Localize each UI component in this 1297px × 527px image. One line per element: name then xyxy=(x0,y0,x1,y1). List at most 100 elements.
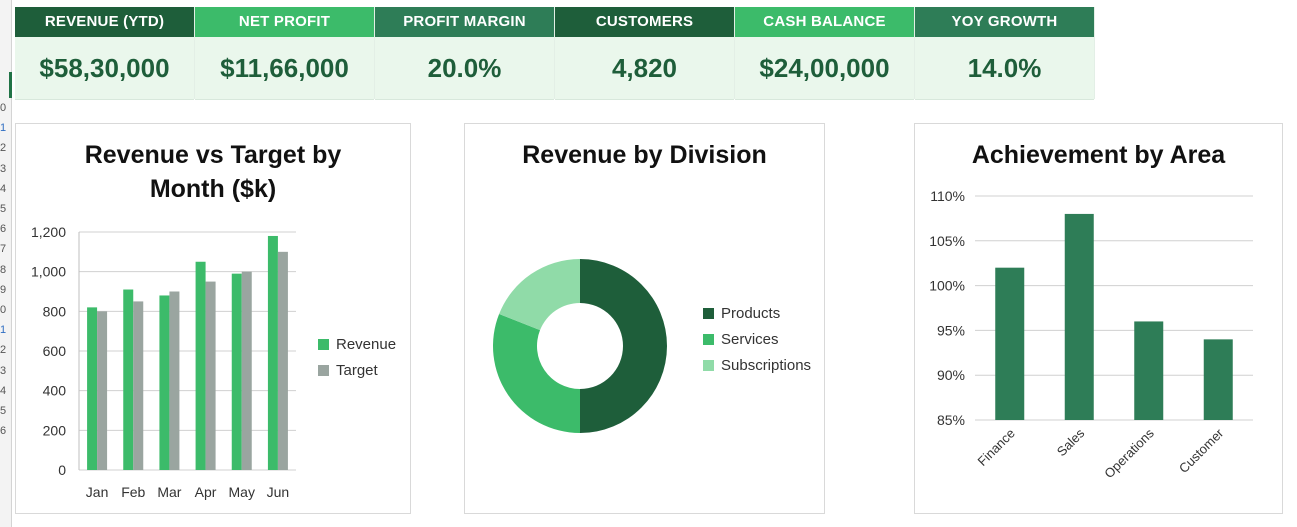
chart-title: Revenue by Division xyxy=(522,141,767,169)
kpi-value: $24,00,000 xyxy=(735,37,914,100)
legend-item-target: Target xyxy=(318,357,396,383)
row-number[interactable]: 4 xyxy=(0,384,7,397)
legend-item-subscriptions: Subscriptions xyxy=(703,352,811,378)
kpi-value: 4,820 xyxy=(555,37,734,100)
row-number[interactable]: 0 xyxy=(0,304,7,316)
x-tick-label: Mar xyxy=(157,484,181,500)
bar-target xyxy=(241,271,252,470)
y-tick-label: 85% xyxy=(937,412,965,428)
kpi-label: NET PROFIT xyxy=(195,7,374,37)
legend-swatch-target xyxy=(318,364,329,376)
kpi-value: 20.0% xyxy=(375,37,554,100)
donut-slice-subscriptions xyxy=(499,259,580,331)
kpi-customers[interactable]: CUSTOMERS 4,820 xyxy=(555,7,735,100)
x-tick-label: Finance xyxy=(975,426,1018,469)
bar-revenue xyxy=(231,273,242,470)
row-header-gutter[interactable]: 0 1 2 3 4 5 6 7 8 9 0 1 2 3 4 5 6 xyxy=(0,0,12,527)
chart-legend: Revenue Target xyxy=(318,331,396,383)
bar-revenue xyxy=(195,261,206,470)
legend-swatch-revenue xyxy=(318,338,329,350)
x-tick-label: Operations xyxy=(1101,425,1157,481)
chart-title: Achievement by Area xyxy=(971,141,1226,169)
x-tick-label: Jan xyxy=(86,484,109,500)
row-number[interactable]: 7 xyxy=(0,243,7,256)
legend-swatch-subscriptions xyxy=(703,359,714,371)
row-number[interactable]: 6 xyxy=(0,425,7,438)
legend-label: Subscriptions xyxy=(721,356,812,374)
legend-item-revenue: Revenue xyxy=(318,331,396,357)
y-tick-label: 110% xyxy=(930,188,965,204)
kpi-label: CUSTOMERS xyxy=(555,7,734,37)
row-number[interactable]: 1 xyxy=(0,122,7,135)
kpi-net-profit[interactable]: NET PROFIT $11,66,000 xyxy=(195,7,375,100)
x-tick-label: Sales xyxy=(1054,425,1088,459)
bar-revenue xyxy=(159,295,170,470)
donut-chart-division xyxy=(493,259,667,433)
bar-target xyxy=(205,281,216,470)
chart-revenue-by-division[interactable]: Revenue by Division Products Services Su… xyxy=(464,123,825,514)
legend-swatch-products xyxy=(703,307,714,319)
legend-label: Products xyxy=(721,304,781,322)
row-number[interactable]: 6 xyxy=(0,223,7,236)
bar-sales xyxy=(1064,213,1094,420)
legend-swatch-services xyxy=(703,333,714,345)
bar-target xyxy=(133,301,144,470)
bar-target xyxy=(277,251,288,470)
chart-achievement-by-area[interactable]: Achievement by Area 85% 90% 95% 100% 105% 110… xyxy=(914,123,1283,514)
y-tick-label: 800 xyxy=(43,303,67,319)
bar-operations xyxy=(1134,321,1164,420)
bar-customer xyxy=(1203,339,1233,420)
y-tick-label: 95% xyxy=(937,322,965,338)
y-tick-label: 1,000 xyxy=(31,264,66,280)
kpi-revenue-ytd[interactable]: REVENUE (YTD) $58,30,000 xyxy=(15,7,195,100)
legend-label: Target xyxy=(336,361,378,379)
kpi-profit-margin[interactable]: PROFIT MARGIN 20.0% xyxy=(375,7,555,100)
kpi-cash-balance[interactable]: CASH BALANCE $24,00,000 xyxy=(735,7,915,100)
bar-target xyxy=(97,311,108,470)
x-tick-label: Jun xyxy=(267,484,290,500)
x-tick-label: May xyxy=(229,484,255,500)
legend-label: Services xyxy=(721,330,779,348)
bar-target xyxy=(169,291,180,470)
y-tick-label: 1,200 xyxy=(31,224,66,240)
chart-title: Revenue vs Target by Month ($k) xyxy=(84,141,342,203)
y-tick-label: 200 xyxy=(43,422,67,438)
row-number[interactable]: 3 xyxy=(0,162,7,175)
legend-item-products: Products xyxy=(703,300,811,326)
row-number[interactable]: 5 xyxy=(0,203,7,215)
kpi-strip: REVENUE (YTD) $58,30,000 NET PROFIT $11,… xyxy=(15,7,1095,100)
kpi-label: PROFIT MARGIN xyxy=(375,7,554,37)
row-number[interactable]: 4 xyxy=(0,182,7,195)
kpi-label: CASH BALANCE xyxy=(735,7,914,37)
row-number[interactable]: 2 xyxy=(0,142,7,155)
y-tick-label: 105% xyxy=(929,233,965,249)
y-tick-label: 400 xyxy=(43,383,67,399)
x-tick-label: Customer xyxy=(1176,425,1227,476)
row-number[interactable]: 2 xyxy=(0,344,7,357)
row-number[interactable]: 1 xyxy=(0,324,7,337)
kpi-label: YOY GROWTH xyxy=(915,7,1094,37)
kpi-value: 14.0% xyxy=(915,37,1094,100)
row-number[interactable]: 5 xyxy=(0,405,7,417)
row-number[interactable]: 9 xyxy=(0,283,7,296)
kpi-value: $58,30,000 xyxy=(15,37,194,100)
x-tick-label: Apr xyxy=(195,484,217,500)
bar-finance xyxy=(995,267,1025,420)
chart-legend: Products Services Subscriptions xyxy=(703,300,811,378)
bar-revenue xyxy=(87,307,98,470)
y-tick-label: 0 xyxy=(58,462,66,478)
row-number[interactable]: 8 xyxy=(0,263,7,276)
legend-label: Revenue xyxy=(336,335,397,353)
y-tick-label: 100% xyxy=(929,278,965,294)
kpi-label: REVENUE (YTD) xyxy=(15,7,194,37)
row-number[interactable]: 3 xyxy=(0,364,7,377)
row-number[interactable]: 0 xyxy=(0,102,7,114)
y-tick-label: 90% xyxy=(937,367,965,383)
bar-revenue xyxy=(123,289,134,470)
kpi-yoy-growth[interactable]: YOY GROWTH 14.0% xyxy=(915,7,1095,100)
selected-row-indicator xyxy=(9,72,12,98)
legend-item-services: Services xyxy=(703,326,811,352)
donut-slice-products xyxy=(580,259,667,433)
x-tick-label: Feb xyxy=(121,484,145,500)
chart-revenue-vs-target[interactable]: Revenue vs Target by Month ($k) 0 200 400 6… xyxy=(15,123,411,514)
